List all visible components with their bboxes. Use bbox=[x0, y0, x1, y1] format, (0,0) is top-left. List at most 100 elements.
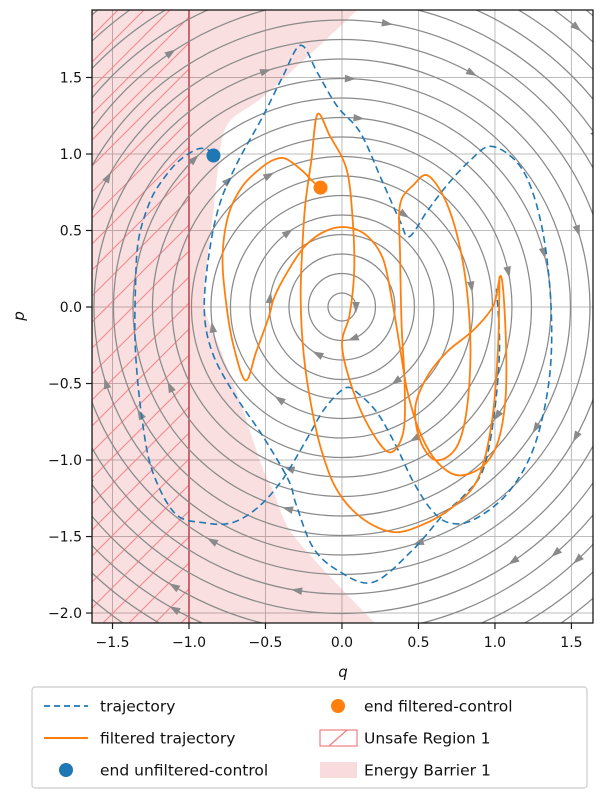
flow-arrow-icon bbox=[167, 381, 176, 394]
y-tick-label: 0.5 bbox=[60, 224, 82, 240]
flow-arrow-icon bbox=[570, 21, 582, 32]
hatch-line bbox=[92, 276, 189, 375]
legend-item-label: end unfiltered-control bbox=[100, 762, 268, 780]
legend-item-label: filtered trajectory bbox=[100, 730, 235, 748]
hatch-line bbox=[92, 42, 189, 141]
end-unfiltered-dot bbox=[206, 148, 221, 163]
flow-arrow-icon bbox=[391, 375, 403, 385]
flow-arrow-icon bbox=[551, 546, 563, 557]
hatch-line bbox=[92, 94, 189, 193]
energy-barrier-region bbox=[92, 10, 375, 623]
legend-item-label: Unsafe Region 1 bbox=[364, 730, 491, 748]
flow-arrow-icon bbox=[282, 506, 294, 514]
hatch-line bbox=[92, 68, 189, 167]
streamline bbox=[229, 194, 455, 420]
end-filtered-dot bbox=[313, 180, 328, 195]
x-tick-label: −1.0 bbox=[172, 635, 206, 651]
streamline bbox=[288, 253, 396, 361]
y-tick-label: −1.0 bbox=[48, 453, 82, 469]
hatch-line bbox=[92, 302, 189, 401]
flow-arrow-icon bbox=[274, 396, 286, 406]
streamline bbox=[210, 175, 474, 439]
legend-item-trajectory: trajectory bbox=[44, 698, 175, 716]
flow-arrow-icon bbox=[493, 409, 504, 421]
streamline bbox=[112, 77, 572, 537]
hatch-line bbox=[92, 16, 189, 115]
legend-item-end-unfiltered-control: end unfiltered-control bbox=[59, 762, 268, 780]
streamline bbox=[249, 214, 435, 400]
flow-arrow-icon bbox=[312, 351, 325, 360]
flow-arrow-icon bbox=[412, 537, 425, 545]
flow-arrow-icon bbox=[169, 606, 181, 615]
legend-item-filtered-trajectory: filtered trajectory bbox=[44, 730, 235, 748]
flow-arrow-icon bbox=[572, 430, 582, 442]
flow-arrow-icon bbox=[259, 69, 272, 77]
unsafe-region-swatch-hatch bbox=[328, 729, 348, 747]
unsafe-region-hatch bbox=[92, 10, 189, 623]
flow-arrow-icon bbox=[102, 172, 111, 184]
y-tick-label: 1.0 bbox=[60, 147, 82, 163]
flow-arrow-icon bbox=[503, 266, 511, 278]
trajectories-layer bbox=[134, 44, 553, 584]
flow-arrow-icon bbox=[164, 49, 176, 59]
flow-arrow-icon bbox=[281, 229, 293, 239]
flow-arrow-icon bbox=[347, 333, 360, 341]
flow-arrow-icon bbox=[398, 208, 410, 218]
flow-arrow-icon bbox=[538, 247, 547, 259]
y-tick-label: 0.0 bbox=[60, 300, 82, 316]
hatch-line bbox=[92, 484, 189, 583]
streamline bbox=[93, 58, 591, 556]
y-axis-label: p bbox=[10, 311, 28, 322]
axes-layer: −1.5 −1.0 −0.5 0.0 0.5 1.0 1.5 1.5 1.0 0.5 0.0 −0.5… bbox=[48, 9, 594, 651]
streamline bbox=[171, 136, 513, 478]
flow-arrow-icon bbox=[353, 113, 365, 122]
legend-item-label: trajectory bbox=[100, 698, 175, 716]
flow-arrow-icon bbox=[381, 18, 393, 27]
y-tick-label: −0.5 bbox=[48, 377, 82, 393]
flow-arrow-icon bbox=[265, 292, 274, 304]
x-tick-label: 1.0 bbox=[484, 635, 506, 651]
x-tick-label: 0.0 bbox=[331, 635, 353, 651]
x-tick-label: 1.5 bbox=[560, 635, 582, 651]
y-tick-label: −2.0 bbox=[48, 606, 82, 622]
flow-arrow-icon bbox=[187, 154, 199, 166]
x-axis-label: q bbox=[338, 663, 348, 681]
y-tick-label: −1.5 bbox=[48, 530, 82, 546]
flow-arrow-icon bbox=[344, 74, 356, 83]
flow-arrow-icon bbox=[291, 587, 303, 596]
legend-item-unsafe-region-1: Unsafe Region 1 bbox=[319, 729, 491, 748]
x-tick-label: 0.5 bbox=[407, 635, 429, 651]
flow-arrow-icon bbox=[465, 67, 477, 77]
hatch-line bbox=[92, 432, 189, 531]
streamline bbox=[92, 38, 593, 576]
legend-item-label: end filtered-control bbox=[364, 698, 513, 716]
y-tick-label: 1.5 bbox=[60, 70, 82, 86]
flow-arrow-icon bbox=[466, 280, 475, 293]
x-tick-label: −1.5 bbox=[95, 635, 129, 651]
legend: trajectory filtered trajectory end unfilte… bbox=[31, 686, 588, 789]
energy-barrier-swatch bbox=[320, 762, 357, 778]
flow-arrow-icon bbox=[532, 421, 542, 434]
flow-arrow-icon bbox=[262, 172, 275, 182]
hatch-line bbox=[92, 224, 189, 323]
flow-arrow-icon bbox=[352, 302, 360, 313]
legend-item-label: Energy Barrier 1 bbox=[364, 762, 491, 780]
flow-arrow-icon bbox=[168, 583, 181, 593]
flow-arrow-icon bbox=[508, 555, 520, 565]
flow-arrow-icon bbox=[207, 538, 219, 547]
trajectory-line bbox=[134, 44, 553, 584]
streamline bbox=[92, 10, 593, 615]
end-filtered-dot-swatch bbox=[331, 699, 345, 713]
hatch-line bbox=[92, 510, 189, 609]
legend-item-end-filtered-control: end filtered-control bbox=[331, 698, 513, 716]
flow-arrow-icon bbox=[572, 224, 580, 237]
legend-item-energy-barrier-1: Energy Barrier 1 bbox=[320, 762, 491, 780]
flow-arrow-icon bbox=[209, 321, 218, 334]
filtered-trajectory-line bbox=[221, 112, 508, 534]
streamline bbox=[92, 19, 593, 595]
hatch-line bbox=[92, 250, 189, 349]
x-tick-label: −0.5 bbox=[248, 635, 282, 651]
